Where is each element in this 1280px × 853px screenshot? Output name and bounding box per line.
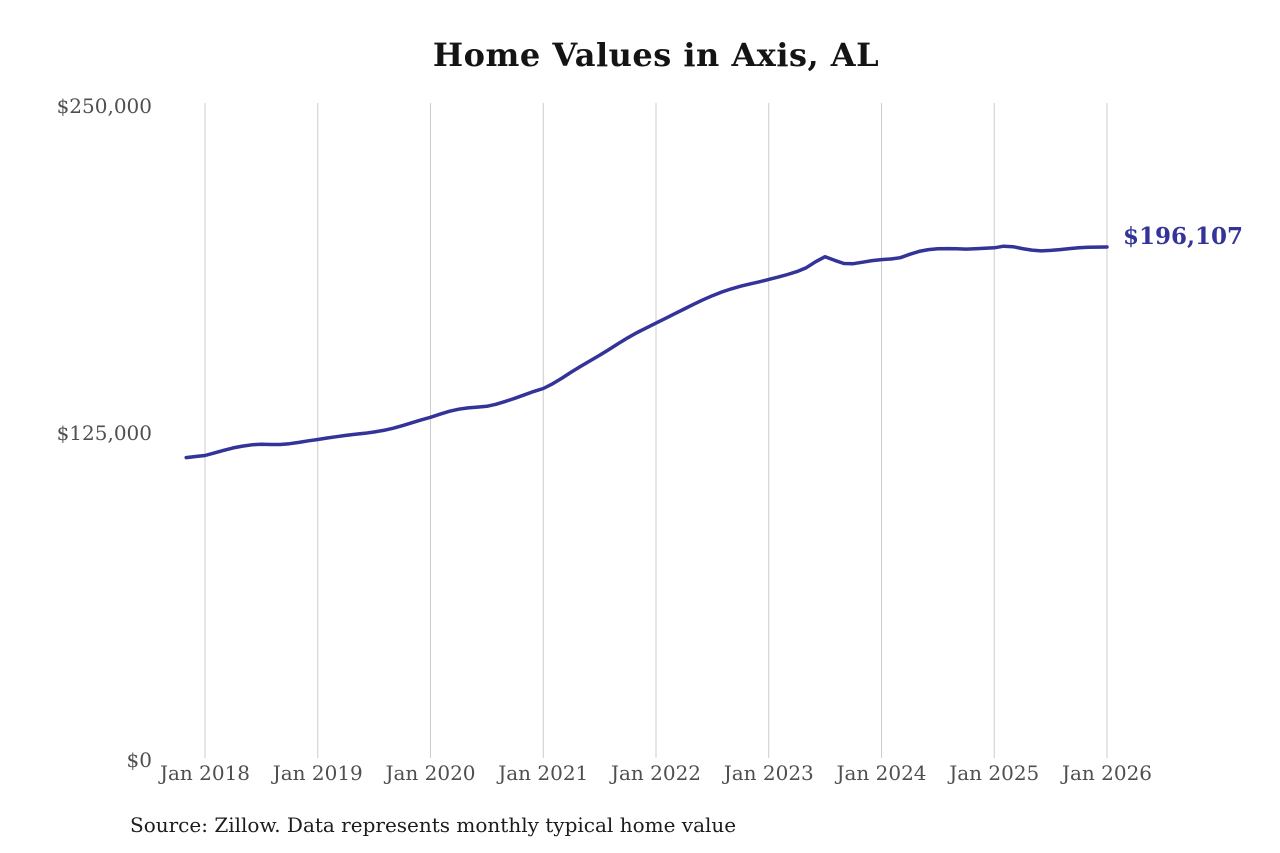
- y-tick-label: $0: [127, 748, 152, 772]
- x-tick-label: Jan 2026: [1060, 761, 1152, 785]
- y-tick-label: $125,000: [57, 421, 152, 445]
- x-tick-label: Jan 2020: [383, 761, 475, 785]
- x-tick-label: Jan 2023: [722, 761, 814, 785]
- x-tick-label: Jan 2024: [834, 761, 926, 785]
- chart-title: Home Values in Axis, AL: [432, 36, 880, 74]
- x-tick-label: Jan 2022: [609, 761, 701, 785]
- source-note: Source: Zillow. Data represents monthly …: [130, 813, 737, 837]
- y-tick-label: $250,000: [57, 94, 152, 118]
- x-tick-label: Jan 2019: [271, 761, 363, 785]
- x-tick-label: Jan 2025: [947, 761, 1039, 785]
- latest-value-label: $196,107: [1123, 223, 1244, 250]
- x-tick-label: Jan 2018: [158, 761, 250, 785]
- x-tick-label: Jan 2021: [496, 761, 588, 785]
- home-value-series-line: [184, 244, 1109, 460]
